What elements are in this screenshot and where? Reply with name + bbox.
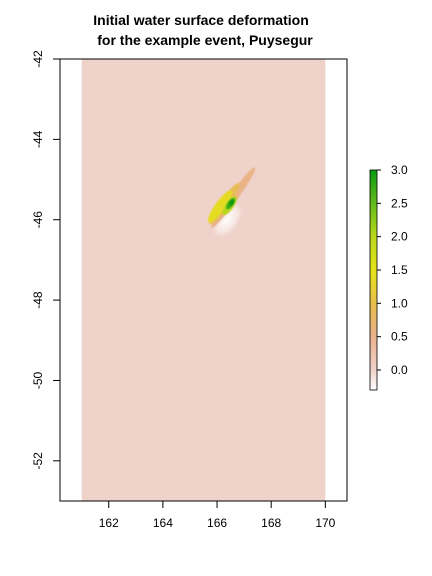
colorbar-gradient	[369, 169, 378, 391]
x-tick-label: 168	[261, 516, 281, 530]
colorbar-tick-label: 2.0	[391, 230, 408, 244]
x-tick-label: 166	[207, 516, 227, 530]
y-axis: -42 -44 -46 -48 -50 -52	[31, 50, 61, 470]
x-tick-label: 170	[315, 516, 335, 530]
colorbar: 0.0 0.5 1.0 1.5 2.0 2.5 3.0	[369, 163, 408, 391]
x-tick-label: 162	[99, 516, 119, 530]
colorbar-tick-label: 0.0	[391, 363, 408, 377]
y-tick-label: -48	[31, 291, 45, 309]
y-tick-label: -50	[31, 371, 45, 389]
deformation-feature	[207, 167, 256, 238]
x-tick-label: 164	[153, 516, 173, 530]
chart-subtitle: for the example event, Puysegur	[97, 32, 313, 48]
colorbar-tick-label: 2.5	[391, 196, 408, 210]
colorbar-tick-label: 0.5	[391, 330, 408, 344]
plot-area	[81, 59, 326, 501]
raster-background	[81, 59, 326, 501]
y-tick-label: -44	[31, 130, 45, 148]
deformation-band-2	[207, 190, 232, 223]
chart-title: Initial water surface deformation	[93, 12, 309, 28]
y-tick-label: -52	[31, 452, 45, 470]
deformation-band-5	[229, 199, 235, 206]
x-axis: 162 164 166 168 170	[99, 500, 336, 530]
colorbar-tick-label: 1.5	[391, 263, 408, 277]
colorbar-tick-label: 3.0	[391, 163, 408, 177]
colorbar-tick-label: 1.0	[391, 296, 408, 310]
y-tick-label: -42	[31, 50, 45, 68]
y-tick-label: -46	[31, 211, 45, 229]
